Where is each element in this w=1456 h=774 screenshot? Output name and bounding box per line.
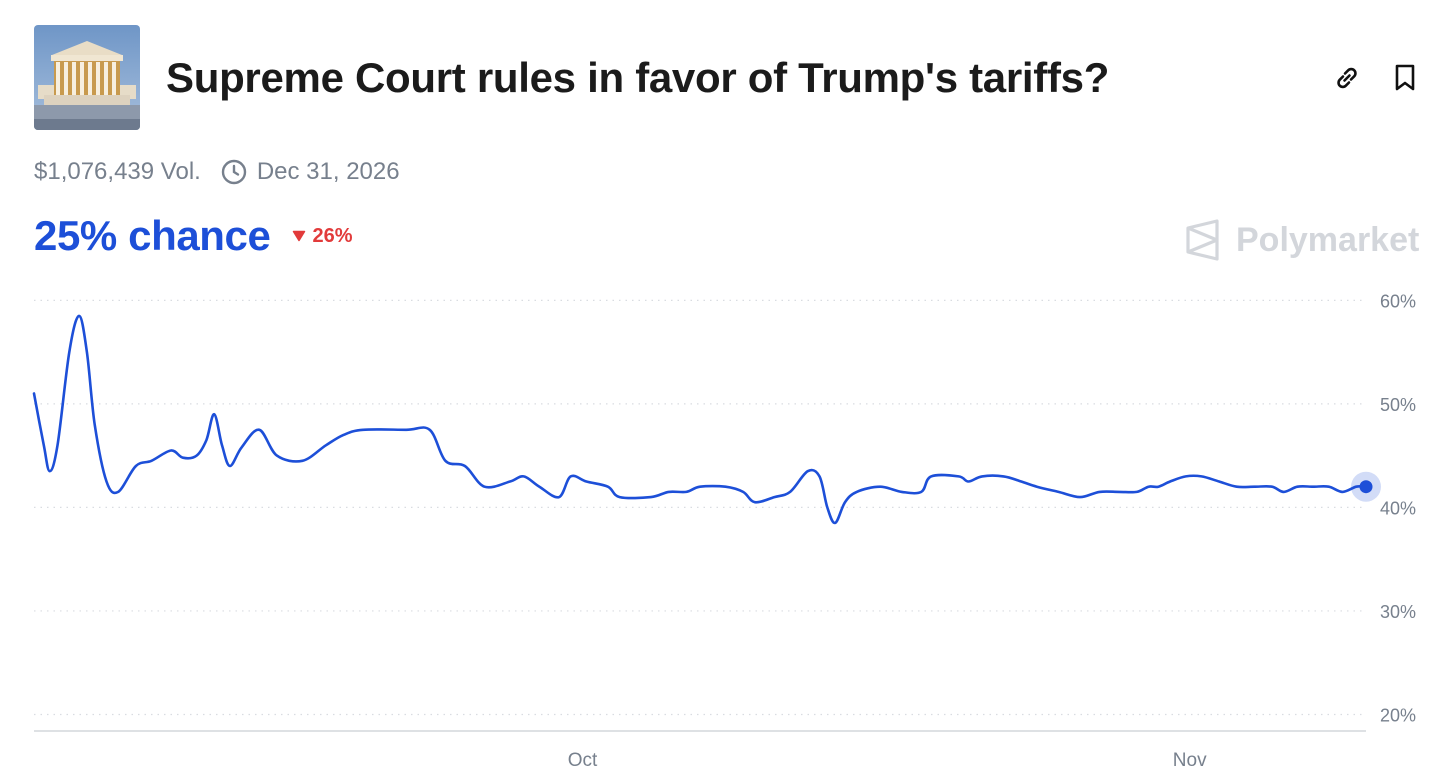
y-tick-label: 20%	[1380, 705, 1416, 725]
probability-headline: 25% chance 26%	[34, 212, 353, 260]
chance-label: 25% chance	[34, 212, 271, 259]
series-line	[32, 314, 1368, 525]
y-tick-label: 30%	[1380, 602, 1416, 622]
market-thumbnail	[34, 25, 140, 130]
series-layer	[32, 314, 1381, 525]
polymarket-brand: Polymarket	[1184, 218, 1419, 262]
x-tick-label: Nov	[1173, 750, 1207, 771]
end-date-text: Dec 31, 2026	[256, 158, 400, 185]
y-axis-labels: 20% 30% 40% 50% 60%	[1380, 291, 1416, 725]
triangle-down-icon	[293, 230, 306, 242]
change-badge: 26%	[292, 224, 353, 248]
brand-name: Polymarket	[1236, 220, 1420, 259]
x-tick-label: Oct	[568, 750, 598, 771]
link-icon	[1337, 67, 1357, 89]
y-tick-label: 60%	[1380, 291, 1416, 311]
y-tick-label: 50%	[1380, 395, 1416, 415]
x-axis-labels: Oct Nov	[568, 750, 1207, 771]
supreme-court-photo-icon	[34, 25, 140, 130]
current-value-point[interactable]	[1359, 480, 1373, 494]
market-title: Supreme Court rules in favor of Trump's …	[166, 54, 1110, 101]
market-meta: $1,076,439 Vol. Dec 31, 2026	[34, 156, 400, 188]
volume-text: $1,076,439 Vol.	[34, 158, 201, 185]
chart-grid	[34, 299, 1366, 732]
change-value: 26%	[312, 224, 353, 247]
y-tick-label: 40%	[1380, 498, 1416, 518]
probability-chart: 20% 30% 40% 50% 60% Oct Nov	[32, 291, 1416, 771]
bookmark-button[interactable]	[1388, 58, 1422, 98]
polymarket-logo-icon	[1186, 219, 1219, 261]
clock-icon	[221, 159, 247, 185]
bookmark-icon	[1395, 64, 1415, 91]
copy-link-button[interactable]	[1330, 58, 1364, 98]
